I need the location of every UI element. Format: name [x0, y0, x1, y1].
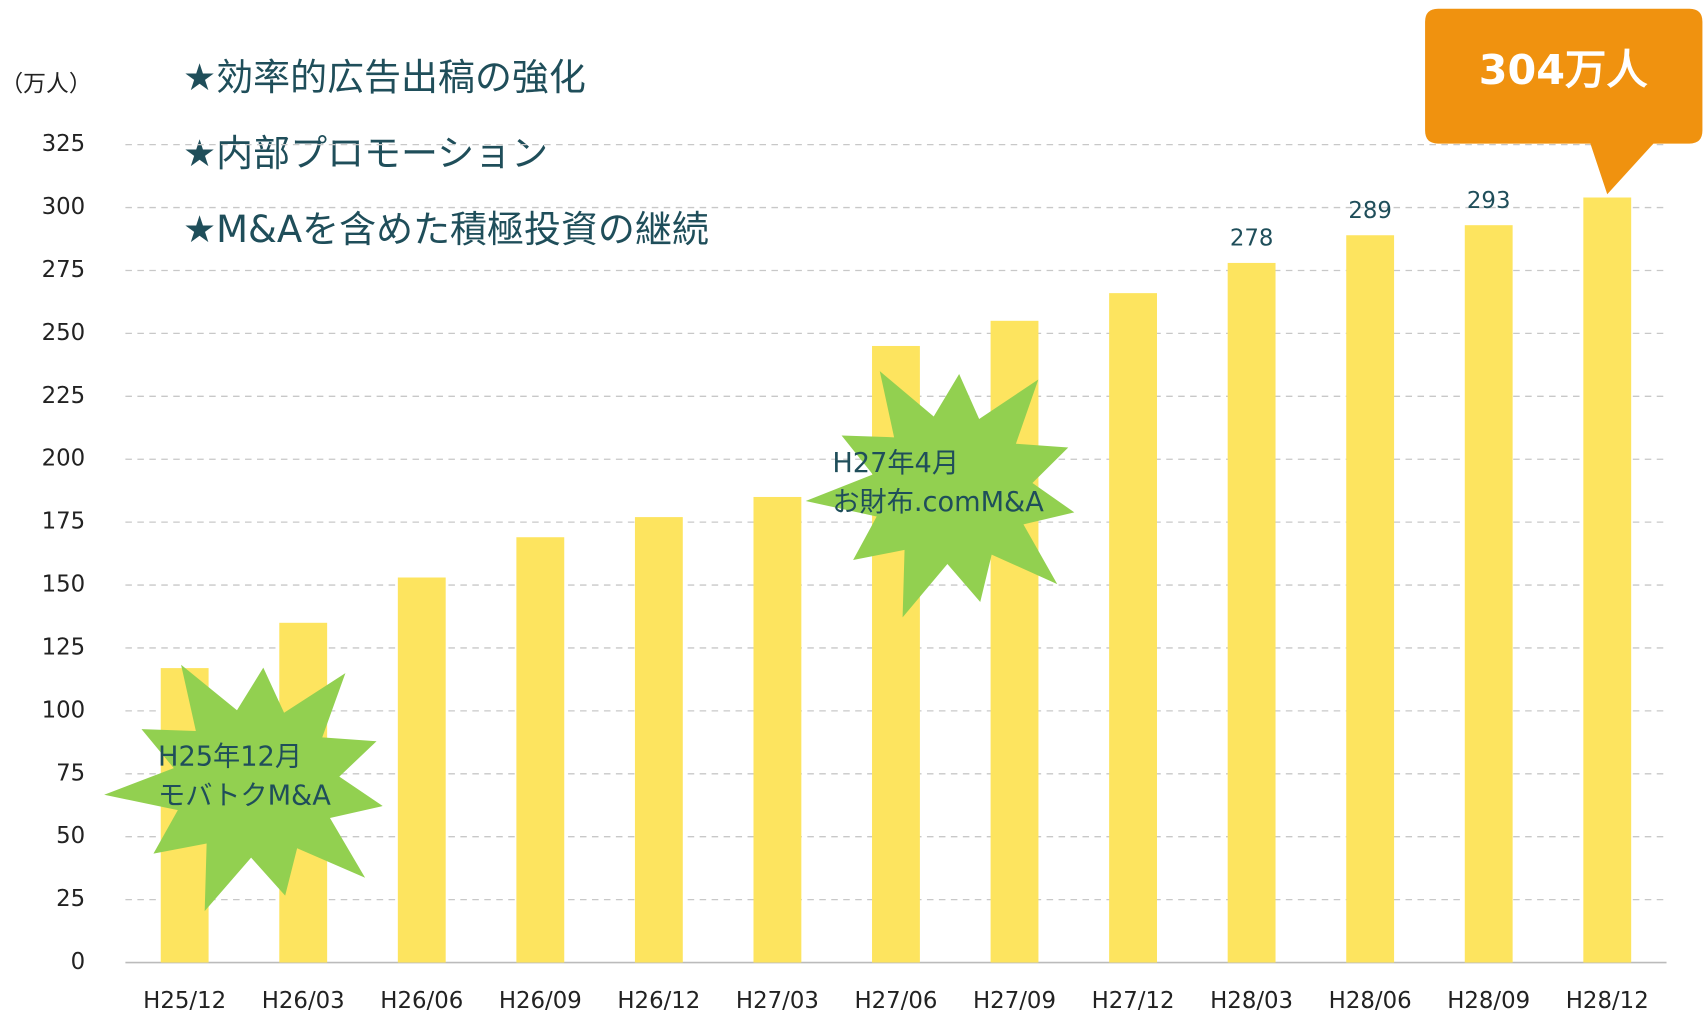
x-tick-label: H28/03 [1210, 988, 1293, 1014]
callout-label: 304万人 [1479, 46, 1649, 94]
bar [397, 577, 446, 963]
bar [1583, 197, 1632, 963]
x-tick-label: H27/06 [854, 988, 937, 1014]
value-label: 289 [1348, 198, 1392, 224]
unit-label: （万人） [0, 71, 91, 97]
y-tick-label: 200 [42, 446, 86, 472]
event-label: お財布.comM&A [832, 487, 1044, 518]
annotation: ★効率的広告出稿の強化 [183, 56, 586, 99]
y-tick-label: 250 [42, 320, 86, 346]
x-tick-label: H27/09 [973, 988, 1056, 1014]
x-tick-label: H26/03 [262, 988, 345, 1014]
bar [753, 496, 802, 963]
bar [1464, 225, 1513, 963]
x-tick-label: H26/06 [380, 988, 463, 1014]
event-label: H25年12月 [158, 742, 302, 773]
y-tick-label: 275 [42, 257, 86, 283]
y-tick-label: 50 [56, 823, 85, 849]
x-tick-label: H28/12 [1566, 988, 1649, 1014]
y-tick-label: 150 [42, 572, 86, 598]
bar [1109, 293, 1157, 963]
starburst [104, 664, 383, 912]
callout [1425, 8, 1703, 195]
x-tick-label: H26/12 [617, 988, 700, 1014]
starburst [805, 371, 1075, 618]
bar [634, 517, 683, 963]
value-label: 293 [1467, 188, 1511, 214]
x-tick-label: H28/09 [1447, 988, 1530, 1014]
y-tick-label: 225 [42, 383, 86, 409]
value-label: 278 [1230, 226, 1274, 252]
bar [1227, 262, 1276, 963]
annotation: ★内部プロモーション [183, 132, 548, 175]
y-tick-label: 25 [56, 886, 85, 912]
y-tick-label: 75 [56, 760, 85, 786]
y-tick-label: 300 [42, 194, 86, 220]
x-tick-label: H27/12 [1092, 988, 1175, 1014]
y-tick-label: 125 [42, 634, 86, 660]
x-tick-label: H27/03 [736, 988, 819, 1014]
y-tick-label: 100 [42, 697, 86, 723]
event-label: H27年4月 [832, 448, 959, 479]
x-tick-label: H28/06 [1329, 988, 1412, 1014]
bar [1346, 235, 1395, 963]
y-tick-label: 325 [42, 131, 86, 157]
event-label: モバトクM&A [158, 781, 331, 812]
x-tick-label: H25/12 [143, 988, 226, 1014]
y-tick-label: 0 [71, 949, 86, 975]
y-tick-label: 175 [42, 509, 86, 535]
x-tick-label: H26/09 [499, 988, 582, 1014]
bar [516, 537, 565, 963]
annotation: ★M&Aを含めた積極投資の継続 [183, 208, 709, 251]
